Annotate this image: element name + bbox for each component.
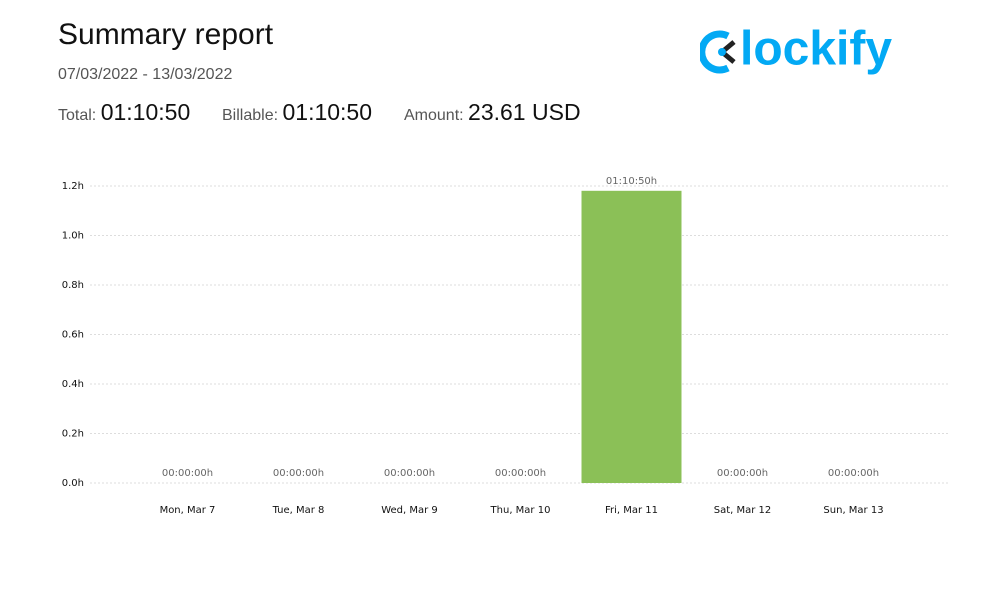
billable: Billable: 01:10:50 xyxy=(222,99,372,126)
amount-value: 23.61 USD xyxy=(468,99,581,125)
amount: Amount: 23.61 USD xyxy=(404,99,581,126)
total: Total: 01:10:50 xyxy=(58,99,190,126)
total-value: 01:10:50 xyxy=(100,99,191,125)
x-tick-label: Fri, Mar 11 xyxy=(605,505,658,516)
value-label: 01:10:50h xyxy=(606,176,657,187)
x-tick-label: Mon, Mar 7 xyxy=(160,505,216,516)
x-tick-label: Sun, Mar 13 xyxy=(823,505,883,516)
x-tick-label: Sat, Mar 12 xyxy=(714,505,772,516)
logo: lockify xyxy=(700,23,892,76)
value-label: 00:00:00h xyxy=(384,468,435,479)
title: Summary report xyxy=(58,18,274,51)
y-tick-label: 0.4h xyxy=(62,379,84,390)
logo-dot xyxy=(718,48,726,56)
y-tick-label: 1.2h xyxy=(62,181,84,192)
x-tick-label: Wed, Mar 9 xyxy=(381,505,438,516)
x-tick-label: Tue, Mar 8 xyxy=(272,505,325,516)
y-tick-label: 0.8h xyxy=(62,280,84,291)
value-label: 00:00:00h xyxy=(495,468,546,479)
billable-label: Billable: xyxy=(222,107,279,124)
amount-label: Amount: xyxy=(404,107,464,124)
value-label: 00:00:00h xyxy=(273,468,324,479)
total-label: Total: xyxy=(58,107,97,124)
y-tick-label: 0.2h xyxy=(62,429,84,440)
y-tick-label: 1.0h xyxy=(62,231,84,242)
value-label: 00:00:00h xyxy=(828,468,879,479)
y-tick-label: 0.6h xyxy=(62,330,84,341)
value-label: 00:00:00h xyxy=(717,468,768,479)
x-tick-label: Thu, Mar 10 xyxy=(490,505,551,516)
value-label: 00:00:00h xyxy=(162,468,213,479)
bar xyxy=(581,190,682,483)
y-tick-label: 0.0h xyxy=(62,478,84,489)
logo-icon xyxy=(700,30,730,74)
date-range: 07/03/2022 - 13/03/2022 xyxy=(58,66,233,83)
logo-text: lockify xyxy=(740,23,892,76)
billable-value: 01:10:50 xyxy=(282,99,373,125)
